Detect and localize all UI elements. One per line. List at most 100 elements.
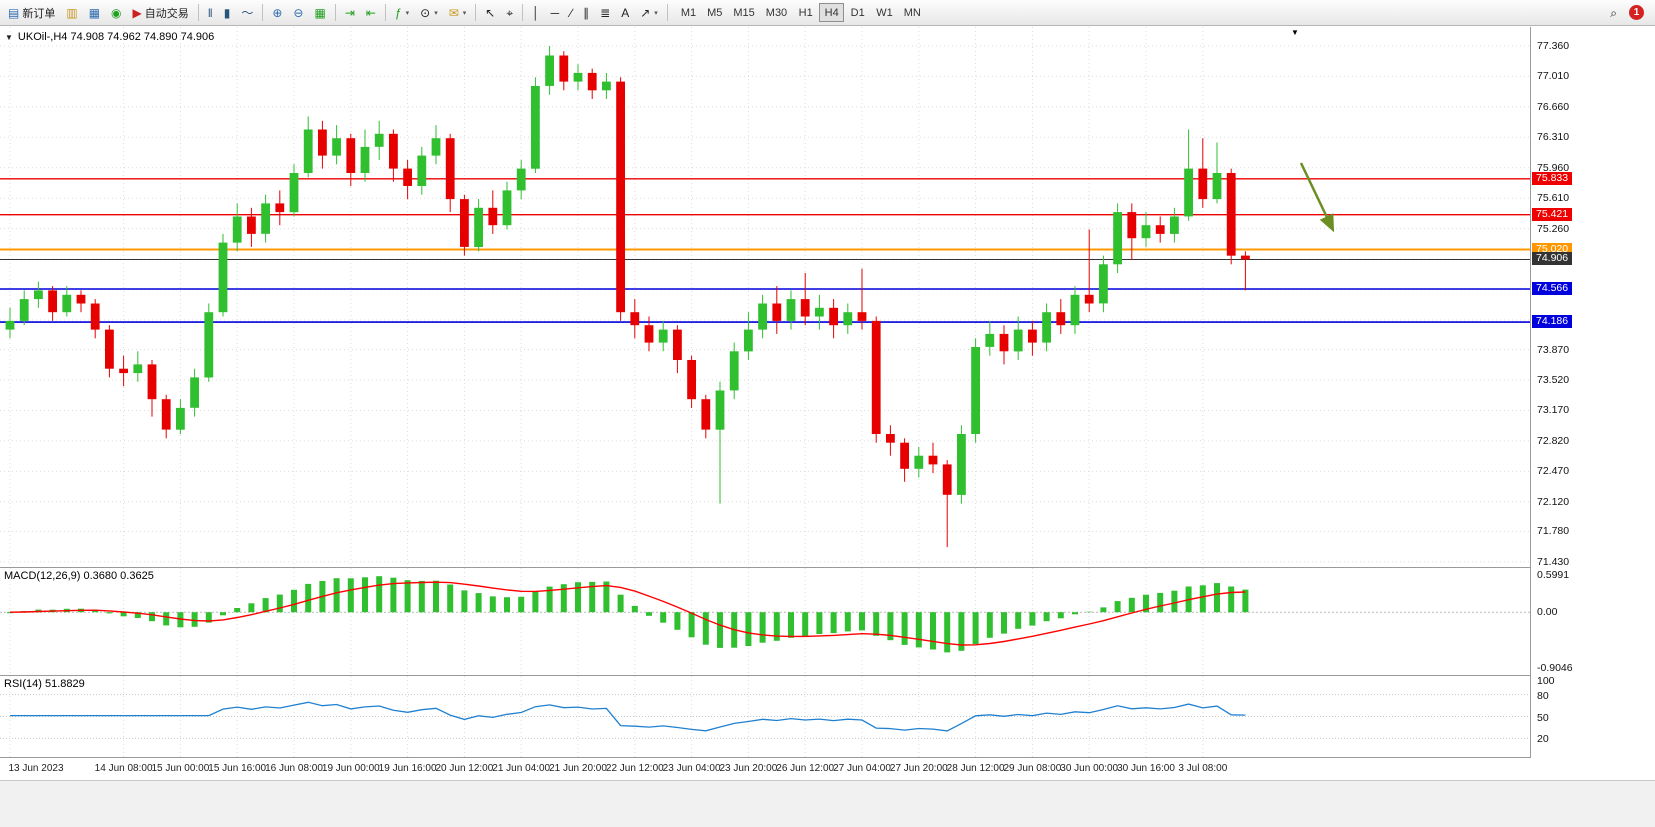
axis-label: 73.870 xyxy=(1537,343,1570,356)
timeframe-button-w1[interactable]: W1 xyxy=(871,3,898,22)
community-button[interactable]: ◉ xyxy=(106,2,126,23)
axis-label: 73.520 xyxy=(1537,374,1570,387)
text-tool-button[interactable]: A xyxy=(616,2,634,23)
date-axis[interactable]: 13 Jun 2023 14 Jun 08:00 15 Jun 00:00 15 Ju… xyxy=(0,758,1655,780)
axis-label: 77.010 xyxy=(1537,70,1570,83)
fibonacci-icon: ≣ xyxy=(600,5,611,20)
candles xyxy=(5,46,1250,548)
timeframe-button-h1[interactable]: H1 xyxy=(793,3,818,22)
symbol-ohlc-label: UKOil-,H4 74.908 74.962 74.890 74.906 xyxy=(17,31,215,43)
axis-label: 76.310 xyxy=(1537,131,1570,144)
date-axis-label: 30 Jun 16:00 xyxy=(1117,763,1175,774)
new-order-icon: ▤ xyxy=(8,5,20,20)
pane-divider[interactable] xyxy=(0,675,1655,676)
line-chart-button[interactable]: ～ xyxy=(236,2,258,23)
new-order-button[interactable]: ▤ 新订单 xyxy=(3,2,60,23)
price-tag: 74.566 xyxy=(1532,282,1573,296)
search-icon: ⌕ xyxy=(1610,5,1617,20)
indicators-button[interactable]: ƒ ▾ xyxy=(390,2,414,23)
timeframe-button-m30[interactable]: M30 xyxy=(761,3,792,22)
toolbar-right: ⌕ 1 xyxy=(1605,2,1652,23)
arrows-tool-button[interactable]: ↗ ▾ xyxy=(635,2,663,23)
charts-icon: ▥ xyxy=(66,5,78,20)
zoom-out-button[interactable]: ⊖ xyxy=(288,2,308,23)
notification-badge[interactable]: 1 xyxy=(1629,5,1644,20)
chevron-down-icon: ▾ xyxy=(405,9,410,17)
price-axis[interactable]: 77.360 77.010 76.660 76.310 75.960 75.610 75.2… xyxy=(1530,27,1655,758)
rsi-chart-canvas[interactable] xyxy=(0,676,1530,757)
toolbar-separator xyxy=(197,4,199,21)
channel-icon: ∥ xyxy=(583,5,590,20)
zoom-out-icon: ⊖ xyxy=(293,5,304,20)
toolbar-separator xyxy=(384,4,386,21)
auto-trading-icon: ▶ xyxy=(132,5,142,20)
date-axis-label: 29 Jun 08:00 xyxy=(1003,763,1062,774)
vertical-line-button[interactable]: │ xyxy=(527,2,545,23)
toolbar-separator xyxy=(475,4,477,21)
crosshair-button[interactable]: ⌖ xyxy=(501,2,518,23)
window-bottom-area xyxy=(0,780,1655,827)
auto-scroll-icon: ⇥ xyxy=(344,5,355,20)
timeframe-button-m1[interactable]: M1 xyxy=(676,3,701,22)
arrow-annotation[interactable] xyxy=(1299,162,1335,233)
channel-button[interactable]: ∥ xyxy=(578,2,594,23)
timeframe-button-mn[interactable]: MN xyxy=(899,3,926,22)
candlestick-button[interactable]: ▮ xyxy=(219,2,236,23)
indicators-icon: ƒ xyxy=(394,5,402,20)
market-watch-icon: ▦ xyxy=(88,5,101,20)
axis-label: 72.120 xyxy=(1537,495,1570,508)
date-axis-label: 21 Jun 20:00 xyxy=(549,763,607,774)
auto-trading-button[interactable]: ▶ 自动交易 xyxy=(128,2,194,23)
date-axis-label: 23 Jun 20:00 xyxy=(719,763,778,774)
macd-pane: MACD(12,26,9) 0.3680 0.3625 xyxy=(0,568,1530,675)
clock-icon: ⊙ xyxy=(420,5,431,20)
trendline-icon: ∕ xyxy=(570,5,573,20)
toolbar: ▤ 新订单 ▥ ▦ ◉ ▶ 自动交易 ‖ ▮ ～ ⊕ ⊖ xyxy=(0,0,1655,26)
chart-shift-marker[interactable]: ▼ xyxy=(1291,28,1299,37)
macd-histogram xyxy=(7,576,1249,653)
bar-chart-icon: ‖ xyxy=(207,5,213,20)
price-tag: 74.906 xyxy=(1532,252,1573,266)
axis-label: 0.00 xyxy=(1537,606,1558,619)
search-button[interactable]: ⌕ xyxy=(1605,2,1622,23)
rsi-pane: RSI(14) 51.8829 xyxy=(0,676,1530,757)
date-axis-label: 23 Jun 04:00 xyxy=(662,763,721,774)
chart-shift-button[interactable]: ⇤ xyxy=(361,2,381,23)
toolbar-separator xyxy=(522,4,524,21)
price-chart-canvas[interactable] xyxy=(0,27,1530,567)
axis-label: 73.170 xyxy=(1537,404,1570,417)
zoom-in-button[interactable]: ⊕ xyxy=(267,2,287,23)
axis-label: 71.780 xyxy=(1537,525,1570,538)
trendline-button[interactable]: ∕ xyxy=(565,2,577,23)
auto-trading-label: 自动交易 xyxy=(144,7,189,20)
chart-shift-icon: ⇤ xyxy=(365,5,376,20)
toolbar-separator xyxy=(334,4,336,21)
date-axis-label: 20 Jun 12:00 xyxy=(435,763,494,774)
axis-label: 75.960 xyxy=(1537,161,1570,174)
date-axis-label: 19 Jun 16:00 xyxy=(378,763,437,774)
axis-label: 76.660 xyxy=(1537,100,1570,113)
timeframe-button-m15[interactable]: M15 xyxy=(728,3,759,22)
market-watch-button[interactable]: ▦ xyxy=(84,2,105,23)
auto-scroll-button[interactable]: ⇥ xyxy=(340,2,360,23)
axis-label: 72.470 xyxy=(1537,465,1570,478)
timeframe-button-d1[interactable]: D1 xyxy=(845,3,870,22)
timeframe-button-h4[interactable]: H4 xyxy=(819,3,845,22)
candlestick-icon: ▮ xyxy=(223,5,231,20)
templates-button[interactable]: ✉ ▾ xyxy=(444,2,472,23)
macd-chart-canvas[interactable] xyxy=(0,568,1530,675)
horizontal-line-button[interactable]: ─ xyxy=(546,2,565,23)
periods-button[interactable]: ⊙ ▾ xyxy=(415,2,443,23)
one-click-trading-toggle[interactable]: ▼ xyxy=(5,32,13,42)
bar-chart-button[interactable]: ‖ xyxy=(203,2,218,23)
tile-windows-button[interactable]: ▦ xyxy=(309,2,330,23)
timeframe-button-m5[interactable]: M5 xyxy=(702,3,727,22)
level-lines[interactable] xyxy=(0,178,1530,323)
pane-divider[interactable] xyxy=(0,567,1655,568)
charts-button[interactable]: ▥ xyxy=(61,2,82,23)
axis-label: 77.360 xyxy=(1537,39,1570,52)
price-tag: 74.186 xyxy=(1532,315,1573,329)
fibonacci-button[interactable]: ≣ xyxy=(595,2,615,23)
toolbar-separator xyxy=(666,4,668,21)
cursor-button[interactable]: ↖ xyxy=(480,2,500,23)
